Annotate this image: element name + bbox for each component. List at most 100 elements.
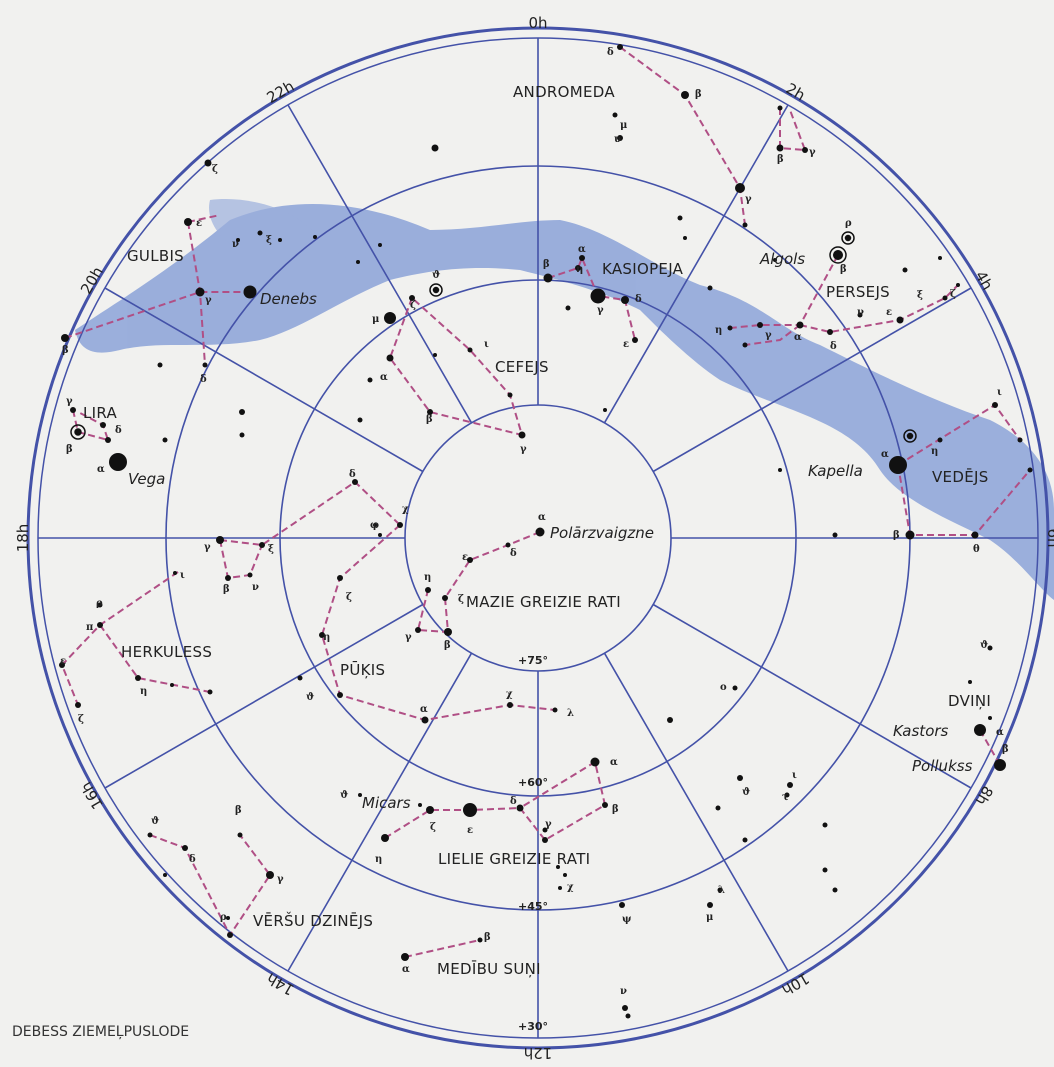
star-dot xyxy=(677,215,683,221)
label-cefejs: CEFEJS xyxy=(495,358,549,376)
star-dot xyxy=(409,295,415,301)
greek-letter-label: ϑ xyxy=(742,787,751,798)
star-dot xyxy=(204,159,212,167)
greek-letter-label: θ xyxy=(973,544,980,555)
label-versu-dzinejs: VĒRŠU DZINĒJS xyxy=(253,911,373,930)
star-dot xyxy=(579,255,585,261)
greek-letter-label: α xyxy=(794,332,802,343)
cygnus-lines xyxy=(64,291,250,339)
star-dot xyxy=(184,218,192,226)
greek-letter-label: η xyxy=(576,264,583,275)
hour-label-8h: 8h xyxy=(971,783,996,809)
star-dot xyxy=(170,683,174,687)
star-dot xyxy=(202,362,208,368)
greek-letter-label: γ xyxy=(277,874,284,885)
label-kasiopeja: KASIOPEJA xyxy=(602,260,684,278)
star-dot xyxy=(463,803,477,817)
star-dot xyxy=(602,802,608,808)
greek-letter-label: η xyxy=(375,854,382,865)
hour-line-2h xyxy=(603,104,789,424)
greek-letter-label: γ xyxy=(745,194,752,205)
greek-letter-label: η xyxy=(931,446,938,457)
greek-letter-label: π xyxy=(86,622,93,633)
greek-letter-label: α xyxy=(538,512,546,523)
label-algols: Algols xyxy=(759,250,805,268)
greek-letter-label: δ xyxy=(115,425,122,436)
star-dot xyxy=(358,793,362,797)
star-dot xyxy=(994,759,1006,771)
bootes-lines xyxy=(149,834,272,937)
star-dot xyxy=(109,453,127,471)
hour-line-14h xyxy=(287,652,473,972)
star-dot xyxy=(266,871,274,879)
hour-lines xyxy=(38,38,1038,1038)
star-dot xyxy=(415,627,421,633)
star-dot xyxy=(778,468,782,472)
draco-lines-2 xyxy=(219,539,263,580)
star-dot xyxy=(742,837,748,843)
greek-letter-label: α xyxy=(578,244,586,255)
dec-label-30: +30° xyxy=(518,1020,548,1033)
star-dot xyxy=(247,572,253,578)
star-dot xyxy=(558,886,562,890)
star-dot xyxy=(421,716,429,724)
star-dot xyxy=(802,147,808,153)
label-kapella: Kapella xyxy=(808,462,863,480)
star-dot xyxy=(507,392,513,398)
star-dot xyxy=(135,675,141,681)
star-dot xyxy=(667,717,673,723)
star-dot xyxy=(735,183,745,193)
label-denebs: Denebs xyxy=(260,290,317,308)
star-dot xyxy=(397,522,403,528)
star-dot xyxy=(225,575,231,581)
star-dot xyxy=(988,716,992,720)
star-dot xyxy=(259,542,265,548)
greek-letter-label: δ xyxy=(635,294,642,305)
greek-letter-label: υ xyxy=(614,134,621,145)
star-dot xyxy=(97,602,103,608)
dec-label-60: +60° xyxy=(518,776,548,789)
star-dot xyxy=(507,702,513,708)
star-dot xyxy=(971,531,979,539)
greek-letter-label: ε xyxy=(462,552,468,563)
star-dot xyxy=(313,235,317,239)
greek-letter-label: α xyxy=(97,464,105,475)
greek-letter-label: β xyxy=(444,640,451,651)
greek-letter-label: α xyxy=(996,727,1004,738)
star-dot xyxy=(239,409,245,415)
hour-label-6h: 6h xyxy=(1044,528,1054,547)
star-dot xyxy=(683,236,687,240)
greek-letter-label: ε xyxy=(60,656,66,667)
label-kastors: Kastors xyxy=(893,722,949,740)
greek-letter-label: α xyxy=(881,449,889,460)
greek-letter-label: δ xyxy=(510,548,517,559)
star-dot xyxy=(216,536,224,544)
star-dot xyxy=(575,265,581,271)
star-dot xyxy=(467,557,473,563)
star-dot xyxy=(590,757,600,767)
greek-letter-label: ρ xyxy=(96,598,103,609)
star-dot xyxy=(278,238,282,242)
star-dot xyxy=(617,135,623,141)
star-dot xyxy=(427,409,433,415)
star-dot xyxy=(987,645,993,651)
star-dot xyxy=(505,542,511,548)
greek-letter-label: ι xyxy=(792,770,797,781)
label-mazie-greizie-rati: MAZIE GREIZIE RATI xyxy=(466,593,621,611)
greek-letter-label: λ xyxy=(718,885,725,896)
label-micars: Micars xyxy=(362,794,411,812)
star-dot xyxy=(373,523,377,527)
star-dot xyxy=(681,91,689,99)
cygnus-lines-3 xyxy=(187,214,221,223)
label-persejs: PERSEJS xyxy=(826,283,890,301)
hour-label-2h: 2h xyxy=(783,79,809,104)
star-dot xyxy=(742,222,748,228)
greek-letter-label: β xyxy=(695,89,702,100)
canes-venatici-lines xyxy=(404,939,481,958)
star-dot xyxy=(732,685,738,691)
greek-letter-label: ζ xyxy=(212,164,218,175)
rho-persei-ring xyxy=(841,231,855,245)
star-dot xyxy=(384,312,396,324)
star-dot xyxy=(97,622,103,628)
star-dot xyxy=(182,845,188,851)
